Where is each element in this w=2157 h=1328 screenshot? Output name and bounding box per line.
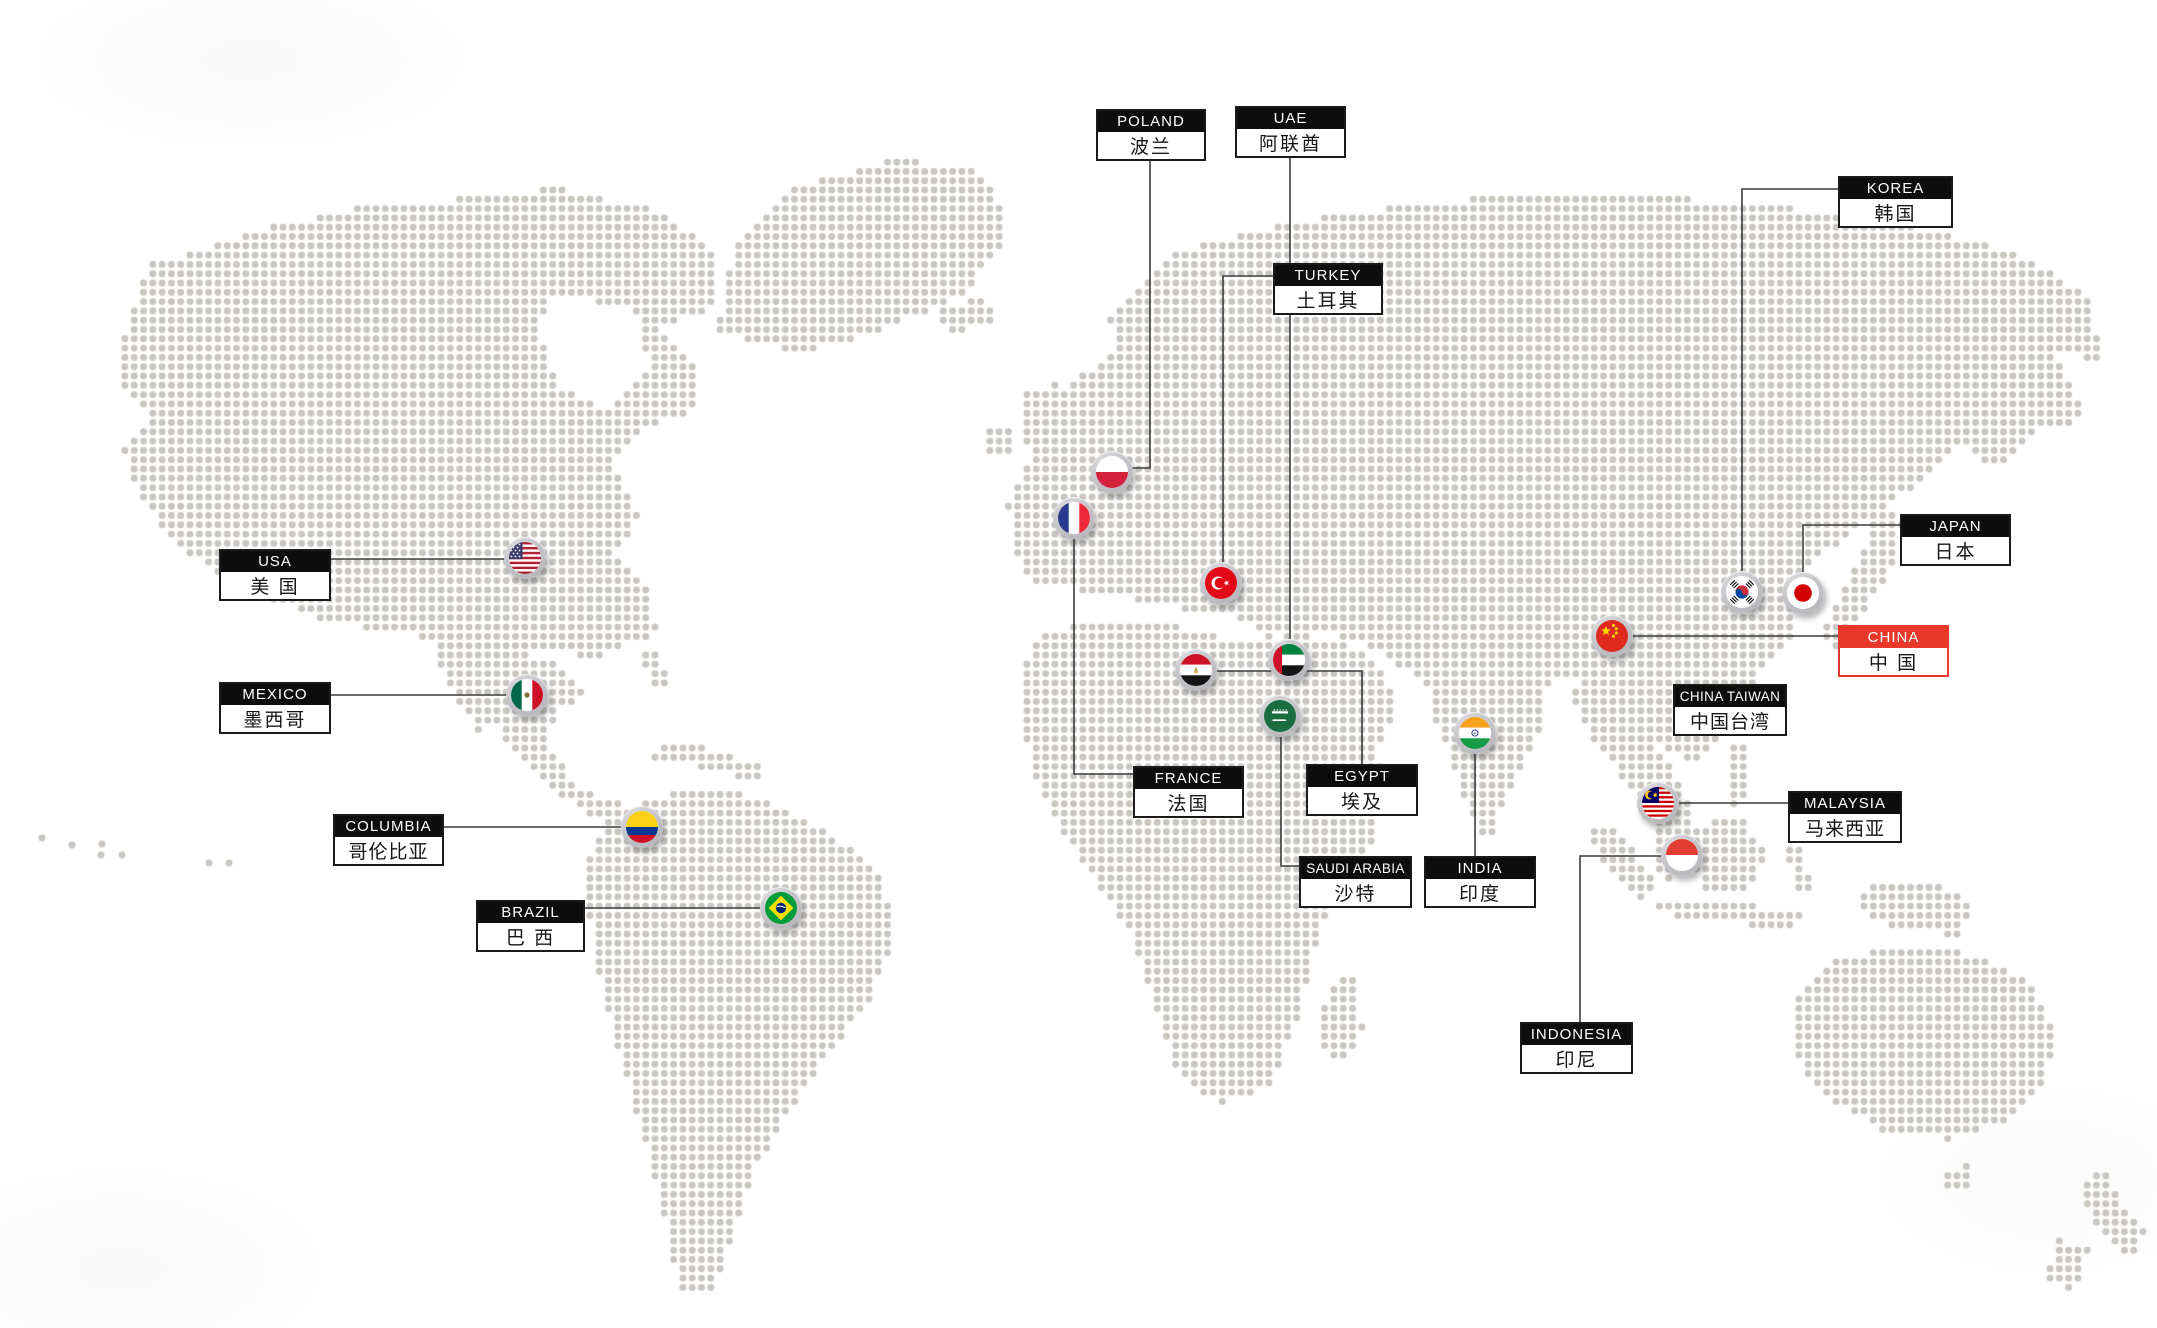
- connector-line-saudi_arabia: [1280, 716, 1299, 867]
- country-name-en: SAUDI ARABIA: [1301, 858, 1410, 879]
- country-name-en: CHINA: [1840, 627, 1947, 648]
- india-flag-icon: [1459, 717, 1491, 749]
- saudi_arabia-flag-icon: [1264, 700, 1296, 732]
- country-name-en: MEXICO: [221, 684, 329, 705]
- country-label-malaysia: MALAYSIA 马来西亚: [1788, 791, 1902, 843]
- connector-line-turkey: [1222, 275, 1273, 583]
- country-name-zh: 中 国: [1868, 653, 1919, 674]
- japan-flag-icon: [1787, 577, 1819, 609]
- country-name-zh: 马来西亚: [1804, 819, 1885, 840]
- country-label-columbia: COLUMBIA 哥伦比亚: [333, 814, 444, 866]
- country-name-zh: 韩国: [1874, 204, 1917, 225]
- malaysia-flag-icon: [1642, 787, 1674, 819]
- map-pin-usa[interactable]: [504, 537, 546, 579]
- map-pin-saudi_arabia[interactable]: [1259, 695, 1301, 737]
- country-label-japan: JAPAN 日本: [1900, 514, 2011, 566]
- country-label-indonesia: INDONESIA 印尼: [1520, 1022, 1633, 1074]
- country-name-zh: 墨西哥: [243, 710, 307, 731]
- korea-flag-icon: [1726, 576, 1758, 608]
- country-name-en: BRAZIL: [478, 902, 583, 923]
- connector-line-poland: [1112, 161, 1151, 469]
- country-name-en: KOREA: [1840, 178, 1951, 199]
- connector-line-france: [1073, 518, 1133, 775]
- country-name-en: JAPAN: [1902, 516, 2009, 537]
- connector-line-egypt: [1196, 670, 1363, 764]
- map-pin-poland[interactable]: [1091, 451, 1133, 493]
- country-name-en: INDIA: [1426, 858, 1534, 879]
- map-pin-brazil[interactable]: [760, 887, 802, 929]
- country-name-zh: 美 国: [250, 577, 300, 598]
- brazil-flag-icon: [765, 892, 797, 924]
- country-name-en: UAE: [1237, 108, 1344, 129]
- country-name-en: USA: [221, 551, 329, 572]
- map-pin-columbia[interactable]: [621, 806, 663, 848]
- columbia-flag-icon: [626, 811, 658, 843]
- country-name-zh: 哥伦比亚: [348, 842, 429, 863]
- country-name-zh: 印度: [1458, 884, 1501, 905]
- map-pin-uae[interactable]: [1268, 639, 1310, 681]
- map-pin-india[interactable]: [1454, 712, 1496, 754]
- connector-line-indonesia: [1579, 855, 1682, 1022]
- map-pin-egypt[interactable]: [1175, 649, 1217, 691]
- connector-line-korea: [1741, 188, 1838, 592]
- map-pin-japan[interactable]: [1782, 572, 1824, 614]
- country-name-en: MALAYSIA: [1790, 793, 1900, 814]
- country-label-china: CHINA 中 国: [1838, 625, 1949, 677]
- country-label-china_taiwan: CHINA TAIWAN 中国台湾: [1673, 684, 1787, 736]
- china-flag-icon: [1596, 620, 1628, 652]
- country-label-korea: KOREA 韩国: [1838, 176, 1953, 228]
- map-pin-china[interactable]: [1591, 615, 1633, 657]
- country-name-en: COLUMBIA: [335, 816, 442, 837]
- country-label-brazil: BRAZIL 巴 西: [476, 900, 585, 952]
- connector-line-japan: [1802, 524, 1900, 593]
- country-name-zh: 土耳其: [1296, 291, 1360, 312]
- map-pin-korea[interactable]: [1721, 571, 1763, 613]
- country-name-zh: 埃及: [1340, 792, 1383, 813]
- country-name-en: CHINA TAIWAN: [1675, 686, 1785, 707]
- country-label-egypt: EGYPT 埃及: [1306, 764, 1418, 816]
- map-pin-indonesia[interactable]: [1661, 834, 1703, 876]
- country-name-en: TURKEY: [1275, 265, 1381, 286]
- map-pin-malaysia[interactable]: [1637, 782, 1679, 824]
- country-name-zh: 日本: [1934, 542, 1977, 563]
- map-pin-turkey[interactable]: [1200, 562, 1242, 604]
- map-pin-mexico[interactable]: [506, 674, 548, 716]
- country-label-poland: POLAND 波兰: [1096, 109, 1206, 161]
- country-label-saudi_arabia: SAUDI ARABIA 沙特: [1299, 856, 1412, 908]
- usa-flag-icon: [509, 542, 541, 574]
- country-name-zh: 波兰: [1129, 137, 1172, 158]
- country-label-turkey: TURKEY 土耳其: [1273, 263, 1383, 315]
- country-label-india: INDIA 印度: [1424, 856, 1536, 908]
- country-label-france: FRANCE 法国: [1133, 766, 1244, 818]
- country-name-en: EGYPT: [1308, 766, 1416, 787]
- country-name-zh: 阿联酋: [1258, 134, 1322, 155]
- turkey-flag-icon: [1205, 567, 1237, 599]
- poland-flag-icon: [1096, 456, 1128, 488]
- country-name-en: INDONESIA: [1522, 1024, 1631, 1045]
- country-name-zh: 法国: [1167, 794, 1210, 815]
- country-name-en: POLAND: [1098, 111, 1204, 132]
- country-label-mexico: MEXICO 墨西哥: [219, 682, 331, 734]
- country-name-zh: 沙特: [1334, 884, 1377, 905]
- indonesia-flag-icon: [1666, 839, 1698, 871]
- mexico-flag-icon: [511, 679, 543, 711]
- map-pin-france[interactable]: [1053, 497, 1095, 539]
- country-label-usa: USA 美 国: [219, 549, 331, 601]
- country-name-zh: 中国台湾: [1689, 712, 1770, 733]
- country-name-zh: 巴 西: [505, 928, 556, 949]
- uae-flag-icon: [1273, 644, 1305, 676]
- egypt-flag-icon: [1180, 654, 1212, 686]
- country-name-zh: 印尼: [1555, 1050, 1598, 1071]
- france-flag-icon: [1058, 502, 1090, 534]
- country-name-en: FRANCE: [1135, 768, 1242, 789]
- country-label-uae: UAE 阿联酋: [1235, 106, 1346, 158]
